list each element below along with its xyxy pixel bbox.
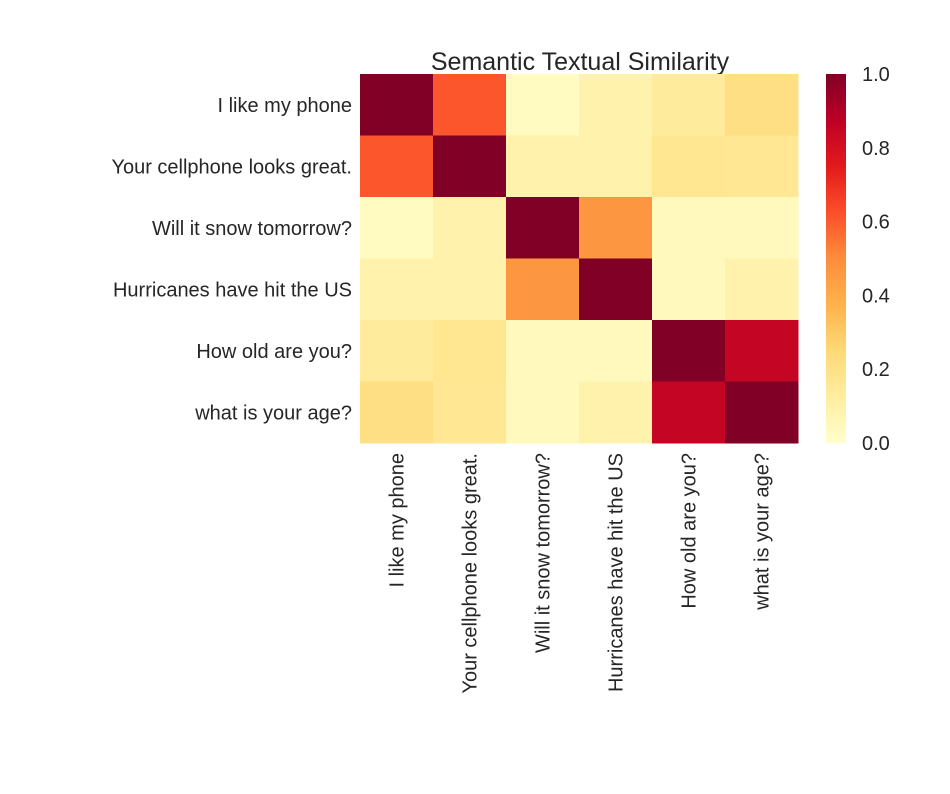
y-tick-label-how-old-are-you: How old are you? bbox=[196, 341, 352, 363]
heatmap-cell-r5-c3 bbox=[579, 381, 653, 444]
heatmap-cell-r0-c4 bbox=[652, 74, 726, 136]
heatmap-cell-r2-c2 bbox=[506, 197, 580, 259]
x-tick-label-your-cellphone-looks-great: Your cellphone looks great. bbox=[460, 453, 482, 694]
heatmap-cell-r1-c4 bbox=[652, 135, 726, 198]
colorbar-tick-labels: 0.0 0.2 0.4 0.6 0.8 1.0 bbox=[862, 64, 890, 455]
colorbar-tick-0-0: 0.0 bbox=[862, 433, 890, 455]
colorbar-tick-0-2: 0.2 bbox=[862, 359, 890, 381]
y-tick-label-will-it-snow-tomorrow: Will it snow tomorrow? bbox=[152, 218, 352, 240]
heatmap-cell-r2-c0 bbox=[360, 197, 434, 259]
heatmap-cell-r1-c5 bbox=[725, 135, 799, 198]
heatmap-cell-r1-c3 bbox=[579, 135, 653, 198]
heatmap-cell-r2-c5 bbox=[725, 197, 799, 259]
heatmap-cell-r0-c2 bbox=[506, 74, 580, 136]
colorbar-tick-0-8: 0.8 bbox=[862, 138, 890, 160]
x-tick-label-hurricanes-have-hit-the-us: Hurricanes have hit the US bbox=[606, 453, 628, 692]
heatmap-cell-r1-c2 bbox=[506, 135, 580, 198]
heatmap-cell-r2-c4 bbox=[652, 197, 726, 259]
heatmap-cell-r4-c3 bbox=[579, 320, 653, 382]
heatmap-cell-r4-c4 bbox=[652, 320, 726, 382]
heatmap-cell-r1-c0 bbox=[360, 135, 434, 198]
heatmap-cell-r4-c1 bbox=[433, 320, 507, 382]
heatmap-cell-r3-c3 bbox=[579, 258, 653, 321]
y-tick-label-your-cellphone-looks-great: Your cellphone looks great. bbox=[111, 156, 352, 178]
colorbar bbox=[826, 74, 846, 443]
heatmap-cell-r2-c3 bbox=[579, 197, 653, 259]
y-tick-labels: I like my phone Your cellphone looks grea… bbox=[111, 95, 352, 425]
heatmap-cell-r0-c5 bbox=[725, 74, 799, 136]
colorbar-tick-0-6: 0.6 bbox=[862, 212, 890, 234]
x-tick-label-what-is-your-age: what is your age? bbox=[752, 453, 774, 611]
heatmap-cell-r5-c2 bbox=[506, 381, 580, 444]
colorbar-tick-0-4: 0.4 bbox=[862, 285, 890, 307]
heatmap-cell-r0-c1 bbox=[433, 74, 507, 136]
heatmap-cell-r5-c4 bbox=[652, 381, 726, 444]
y-tick-label-what-is-your-age: what is your age? bbox=[194, 402, 352, 424]
heatmap-cell-r3-c0 bbox=[360, 258, 434, 321]
heatmap-cell-r3-c2 bbox=[506, 258, 580, 321]
heatmap-cell-r3-c5 bbox=[725, 258, 799, 321]
heatmap-cell-r0-c3 bbox=[579, 74, 653, 136]
heatmap-cells bbox=[360, 74, 799, 444]
heatmap-cell-r1-c1 bbox=[433, 135, 507, 198]
heatmap-cell-r5-c1 bbox=[433, 381, 507, 444]
y-tick-label-i-like-my-phone: I like my phone bbox=[217, 95, 352, 117]
chart-title: Semantic Textual Similarity bbox=[431, 48, 730, 76]
heatmap-cell-r5-c0 bbox=[360, 381, 434, 444]
x-tick-label-how-old-are-you: How old are you? bbox=[679, 453, 701, 609]
heatmap-cell-r4-c2 bbox=[506, 320, 580, 382]
heatmap-cell-r3-c1 bbox=[433, 258, 507, 321]
colorbar-tick-1-0: 1.0 bbox=[862, 64, 890, 86]
x-tick-label-will-it-snow-tomorrow: Will it snow tomorrow? bbox=[533, 453, 555, 653]
heatmap-cell-r4-c0 bbox=[360, 320, 434, 382]
heatmap-cell-r3-c4 bbox=[652, 258, 726, 321]
y-tick-label-hurricanes-have-hit-the-us: Hurricanes have hit the US bbox=[113, 279, 352, 301]
x-tick-label-i-like-my-phone: I like my phone bbox=[387, 453, 409, 588]
heatmap-cell-r4-c5 bbox=[725, 320, 799, 382]
heatmap-cell-r2-c1 bbox=[433, 197, 507, 259]
x-tick-labels: I like my phone Your cellphone looks grea… bbox=[387, 453, 774, 694]
heatmap-cell-r0-c0 bbox=[360, 74, 434, 136]
heatmap-cell-r5-c5 bbox=[725, 381, 799, 444]
